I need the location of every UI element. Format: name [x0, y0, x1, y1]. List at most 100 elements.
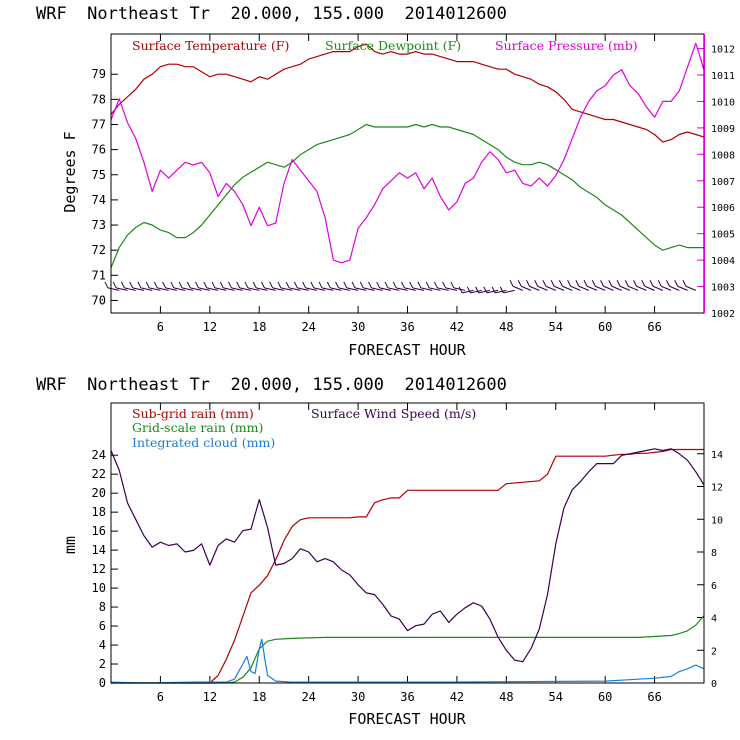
wind-barb — [129, 281, 145, 291]
wind-barb — [450, 281, 466, 291]
top-y2-tick-label: 1004 — [711, 256, 735, 267]
wind-barb-feather — [509, 280, 514, 287]
top-y2-tick-label: 1010 — [711, 97, 735, 108]
wind-barb-feather — [153, 281, 158, 289]
top-y-tick-label: 77 — [92, 117, 106, 131]
bottom-x-axis-label: FORECAST HOUR — [348, 710, 466, 728]
top-y2-tick-label: 1005 — [711, 230, 735, 241]
top-y-tick-label: 73 — [92, 218, 106, 232]
wind-barb-feather — [608, 280, 613, 287]
wind-barb-staff — [562, 285, 573, 291]
wind-barb-feather — [203, 281, 208, 289]
wind-barb-staff — [553, 285, 565, 291]
wind-barb-feather — [649, 280, 654, 287]
bottom-plot-frame — [110, 402, 705, 684]
wind-barb — [466, 286, 482, 294]
wind-barb-staff — [652, 285, 664, 291]
wind-barb-staff — [611, 285, 622, 291]
wind-barb-feather — [458, 286, 463, 294]
top-y-tick-label: 71 — [92, 268, 106, 282]
wind-barb-staff — [321, 287, 334, 291]
wind-barb-feather — [558, 280, 563, 287]
bottom-y-tick-label: 6 — [99, 619, 106, 633]
wind-barb-feather — [616, 280, 621, 287]
top-y2-tick-label: 1012 — [711, 45, 735, 56]
wind-barb-feather — [277, 281, 282, 289]
wind-barb-feather — [425, 281, 430, 289]
bottom-x-tick-label: 36 — [400, 690, 414, 704]
top-x-tick-label: 36 — [400, 320, 414, 334]
wind-barb-feather — [450, 281, 455, 289]
wind-barb-staff — [338, 287, 350, 291]
wind-barb — [575, 280, 589, 291]
bottom-y-tick-label: 24 — [92, 448, 106, 462]
wind-barb-staff — [173, 287, 186, 291]
bottom-y2-tick-label: 4 — [711, 614, 717, 625]
wind-barb-staff — [462, 289, 474, 294]
wind-barb-staff — [685, 285, 696, 291]
wind-barb-staff — [264, 287, 276, 291]
wind-barb-staff — [677, 285, 688, 291]
wind-barb-feather — [417, 281, 422, 289]
wind-barb-feather — [170, 281, 175, 289]
legend-subgrid-rain: Sub-grid rain (mm) — [132, 406, 254, 421]
bottom-series-sub-grid-rain-mm-line — [111, 448, 704, 684]
wind-barb-feather — [534, 280, 539, 287]
wind-barb-feather — [252, 281, 257, 289]
wind-barb-staff — [453, 287, 466, 291]
wind-barb-staff — [272, 287, 285, 291]
wind-barb-feather — [550, 280, 555, 287]
wind-barb — [583, 280, 598, 291]
wind-barb — [145, 281, 161, 291]
bottom-y-tick-label: 12 — [92, 562, 106, 576]
bottom-series-layer — [110, 448, 705, 684]
wind-barb-staff — [198, 287, 210, 291]
legend-integrated-cloud: Integrated cloud (mm) — [132, 435, 275, 450]
top-right-axis-line — [704, 34, 705, 313]
wind-barb — [657, 280, 672, 291]
wind-barb — [534, 280, 548, 291]
wind-barb-staff — [239, 287, 252, 291]
top-y-tick-label: 75 — [92, 168, 106, 182]
top-x-tick-label: 18 — [252, 320, 266, 334]
wind-barb — [417, 281, 433, 291]
wind-barb — [120, 281, 136, 291]
bottom-x-tick-label: 6 — [157, 690, 164, 704]
wind-barb-staff — [124, 287, 136, 291]
wind-barb-staff — [140, 287, 153, 291]
bottom-x-tick-label: 30 — [351, 690, 365, 704]
wind-barb — [351, 281, 367, 291]
wind-barb-feather — [219, 281, 224, 289]
legend-surface-dewpoint: Surface Dewpoint (F) — [325, 38, 461, 53]
wind-barb — [244, 281, 260, 291]
wind-barb-feather — [384, 281, 389, 289]
wind-barb-feather — [567, 280, 572, 287]
wind-barb-feather — [666, 280, 670, 287]
wind-barb-feather — [137, 281, 142, 289]
wind-barb — [137, 281, 153, 291]
wind-barb — [343, 281, 359, 291]
wind-barb-staff — [313, 287, 326, 291]
bottom-y-tick-label: 22 — [92, 467, 106, 481]
top-axis-ticks: 6 12 18 24 30 36 42 48 54 60 66 70 71 72 73 74 75 76 77 78 7… — [92, 34, 735, 334]
wind-barb — [649, 280, 664, 291]
wind-barb-feather — [335, 281, 340, 289]
wind-barb — [285, 281, 301, 291]
wind-barb — [666, 280, 680, 291]
wind-barb-feather — [542, 280, 547, 287]
wind-barb-staff — [206, 287, 219, 291]
wind-barb — [624, 280, 639, 291]
wind-barb-staff — [478, 289, 490, 294]
wind-barb-feather — [351, 281, 356, 289]
wind-barb-feather — [657, 280, 662, 287]
wind-barb — [269, 281, 285, 291]
wind-barb-staff — [412, 287, 425, 291]
wind-barb-feather — [466, 286, 471, 294]
wind-barb-feather — [526, 280, 530, 287]
wind-barb-feather — [491, 286, 496, 294]
wind-barb — [384, 281, 400, 291]
wind-barb — [170, 281, 186, 291]
bottom-series-integrated-cloud-mm-line — [110, 638, 705, 684]
wind-barb — [228, 281, 243, 291]
wind-barb — [509, 280, 523, 291]
